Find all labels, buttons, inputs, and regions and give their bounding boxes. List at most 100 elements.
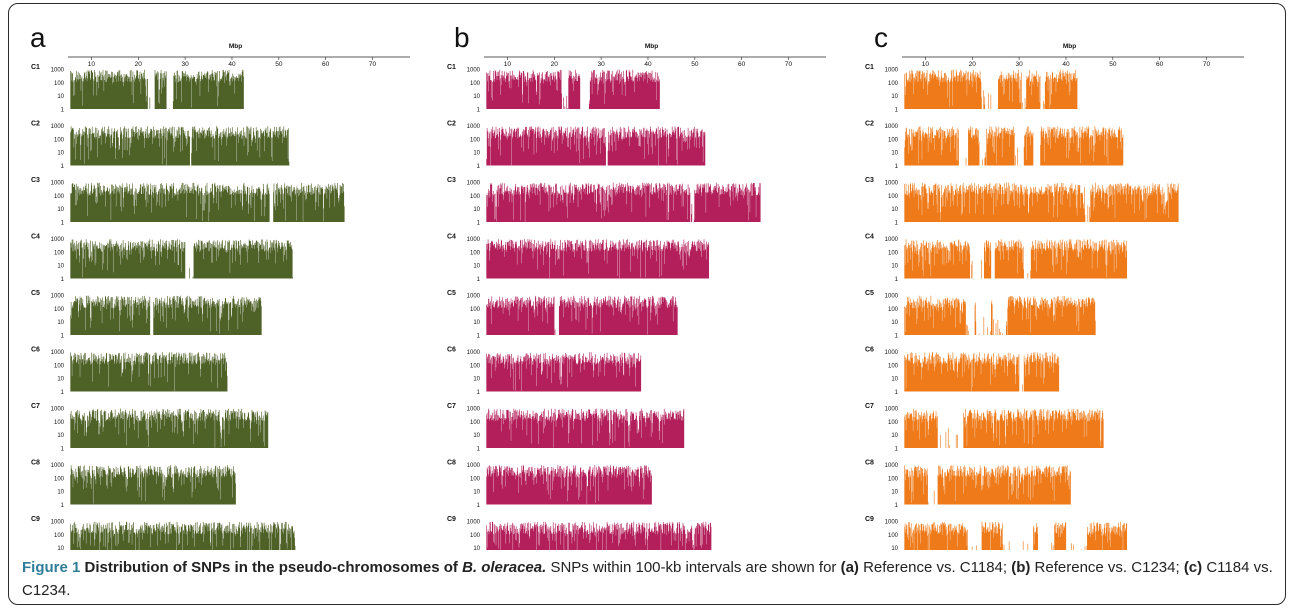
x-tick-label: 70	[785, 61, 793, 68]
x-tick-label: 50	[275, 61, 283, 68]
caption-text-b: Reference vs. C1234;	[1030, 559, 1184, 576]
y-tick-label: 10	[473, 151, 480, 157]
y-tick-label: 1	[61, 108, 65, 114]
chromosome-label-C6: C6	[865, 347, 874, 354]
snp-bars-C4-c	[904, 239, 1128, 279]
y-tick-label: 1000	[885, 68, 899, 74]
x-tick-label: 20	[551, 61, 559, 68]
x-axis-title: Mbp	[645, 43, 658, 50]
chromosome-label-C4: C4	[31, 234, 40, 241]
y-tick-label: 1	[61, 164, 65, 170]
y-tick-label: 10	[473, 377, 480, 383]
y-tick-label: 100	[888, 363, 899, 369]
x-tick-label: 30	[182, 61, 190, 68]
chromosome-label-C6: C6	[447, 347, 456, 354]
y-tick-label: 1000	[885, 294, 899, 300]
y-tick-label: 10	[473, 320, 480, 326]
y-tick-label: 1000	[467, 350, 481, 356]
y-tick-label: 100	[888, 307, 899, 313]
figure-caption: Figure 1 Distribution of SNPs in the pse…	[22, 556, 1277, 602]
panel-letter-b: b	[454, 22, 470, 53]
y-tick-label: 10	[57, 377, 64, 383]
y-tick-label: 1	[895, 447, 899, 453]
y-tick-label: 100	[470, 363, 481, 369]
snp-bars-C7-b	[486, 408, 685, 448]
snp-bars-C1-a	[70, 69, 244, 109]
y-tick-label: 1000	[467, 237, 481, 243]
y-tick-label: 10	[891, 207, 898, 213]
y-tick-label: 1000	[885, 463, 899, 469]
chromosome-label-C3: C3	[447, 177, 456, 184]
y-tick-label: 1000	[51, 463, 65, 469]
y-tick-label: 10	[891, 94, 898, 100]
snp-bars-C3-a	[70, 182, 345, 222]
y-tick-label: 100	[470, 194, 481, 200]
y-tick-label: 1000	[467, 181, 481, 187]
snp-distribution-figure: a Mbp 10 20 30 40 50 60 70 C1 1000 100 10 1 C2 1000 100 1…	[30, 22, 1244, 550]
snp-bars-C6-c	[904, 352, 1060, 392]
y-tick-label: 1000	[885, 124, 899, 130]
chromosome-label-C1: C1	[865, 64, 874, 71]
y-tick-label: 1	[895, 277, 899, 283]
y-tick-label: 100	[888, 533, 899, 539]
x-axis-title: Mbp	[1063, 43, 1076, 50]
x-tick-label: 30	[1016, 61, 1024, 68]
caption-label: Figure 1	[22, 559, 81, 576]
y-tick-label: 10	[891, 377, 898, 383]
x-tick-label: 40	[228, 61, 236, 68]
y-tick-label: 100	[54, 250, 65, 256]
y-tick-label: 10	[473, 94, 480, 100]
y-tick-label: 100	[54, 420, 65, 426]
x-tick-label: 30	[598, 61, 606, 68]
chromosome-label-C2: C2	[865, 121, 874, 128]
y-tick-label: 1000	[51, 520, 65, 526]
snp-bars-C2-b	[486, 126, 706, 166]
y-tick-label: 100	[470, 420, 481, 426]
chromosome-label-C5: C5	[31, 290, 40, 297]
y-tick-label: 1000	[51, 237, 65, 243]
y-tick-label: 100	[470, 250, 481, 256]
caption-ref-c: (c)	[1183, 559, 1203, 576]
y-tick-label: 10	[891, 264, 898, 270]
snp-bars-C5-a	[70, 295, 262, 335]
snp-bars-C5-c	[904, 295, 1096, 335]
y-tick-label: 1000	[885, 350, 899, 356]
y-tick-label: 10	[891, 151, 898, 157]
y-tick-label: 1	[61, 447, 65, 453]
figure-frame	[8, 3, 1286, 605]
chromosome-label-C9: C9	[865, 516, 874, 523]
y-tick-label: 1	[477, 221, 481, 227]
y-tick-label: 1000	[51, 294, 65, 300]
chromosome-label-C2: C2	[447, 121, 456, 128]
y-tick-label: 100	[54, 307, 65, 313]
chromosome-label-C8: C8	[31, 460, 40, 467]
y-tick-label: 1	[477, 334, 481, 340]
y-tick-label: 100	[54, 363, 65, 369]
x-tick-label: 70	[369, 61, 377, 68]
y-tick-label: 1	[477, 447, 481, 453]
y-tick-label: 100	[470, 476, 481, 482]
y-tick-label: 1	[61, 221, 65, 227]
y-tick-label: 100	[54, 81, 65, 87]
y-tick-label: 1000	[467, 463, 481, 469]
y-tick-label: 1000	[467, 68, 481, 74]
x-tick-label: 60	[322, 61, 330, 68]
panel-letter-c: c	[874, 22, 888, 53]
chromosome-label-C3: C3	[31, 177, 40, 184]
y-tick-label: 10	[57, 264, 64, 270]
y-tick-label: 1000	[885, 181, 899, 187]
y-tick-label: 10	[891, 433, 898, 439]
chromosome-label-C7: C7	[31, 403, 40, 410]
x-tick-label: 20	[135, 61, 143, 68]
y-tick-label: 10	[57, 151, 64, 157]
chromosome-label-C9: C9	[447, 516, 456, 523]
y-tick-label: 10	[57, 546, 64, 550]
chromosome-label-C7: C7	[447, 403, 456, 410]
y-tick-label: 10	[57, 433, 64, 439]
y-tick-label: 10	[57, 320, 64, 326]
chromosome-label-C3: C3	[865, 177, 874, 184]
y-tick-label: 1	[61, 334, 65, 340]
y-tick-label: 1000	[467, 294, 481, 300]
x-tick-label: 70	[1203, 61, 1211, 68]
y-tick-label: 1000	[51, 181, 65, 187]
